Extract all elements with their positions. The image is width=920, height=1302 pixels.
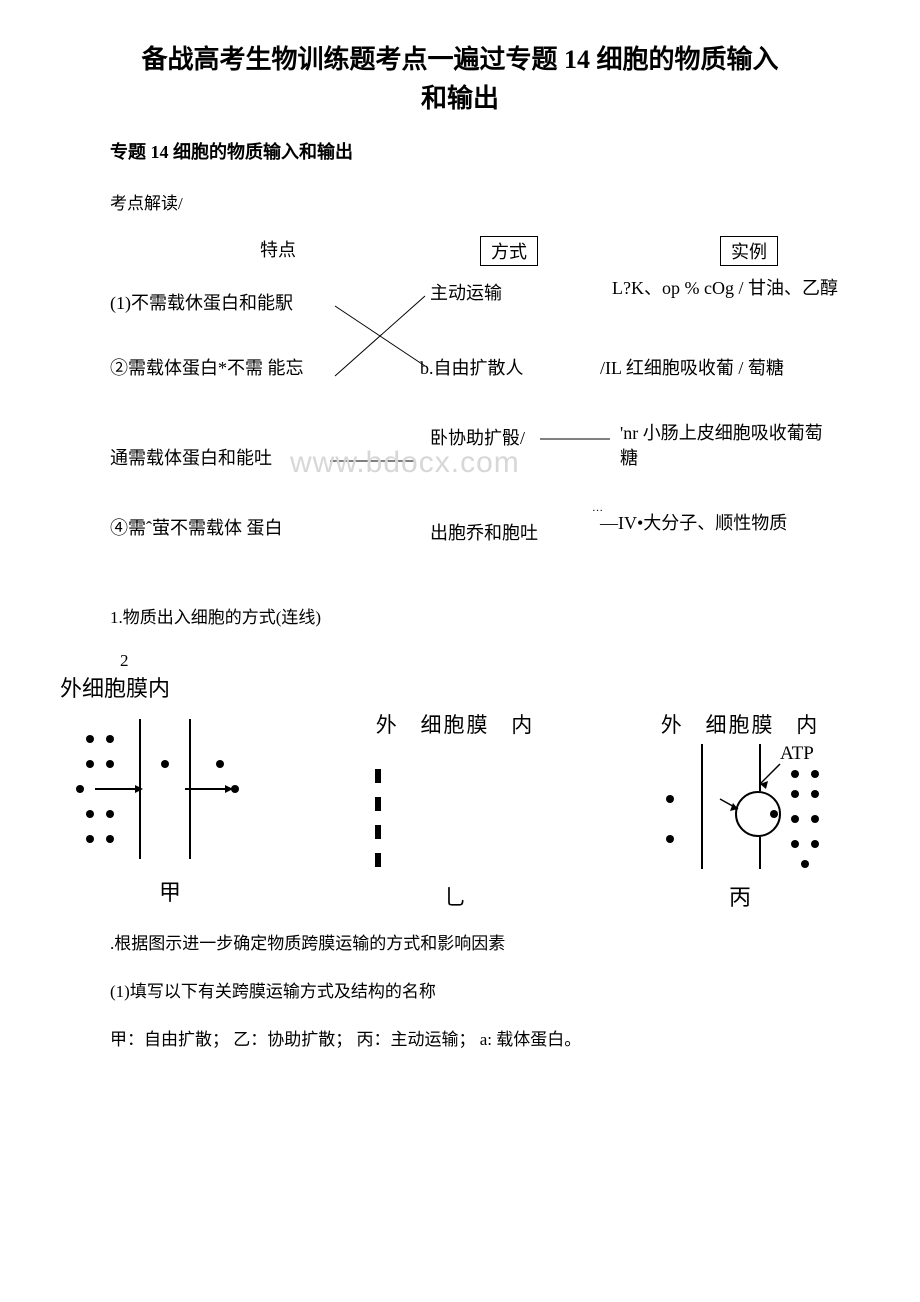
cm-right-3: 'nr 小肠上皮细胞吸收葡萄糖	[620, 421, 830, 471]
cm-left-3: 通需载体蛋白和能吐	[110, 446, 340, 471]
section-2-sub1: (1)填写以下有关跨膜运输方式及结构的名称	[60, 976, 860, 1008]
membrane-b: 外 细胞膜 内 乚	[345, 709, 565, 912]
label-mem-c: 细胞膜	[706, 713, 775, 737]
section-1-heading: 1.物质出入细胞的方式(连线)	[60, 602, 860, 634]
section-2-heading: .根据图示进一步确定物质跨膜运输的方式和影响因素	[60, 928, 860, 960]
cm-header-2: 方式	[480, 236, 538, 266]
cm-right-4: —IV•大分子、顺性物质	[600, 511, 840, 536]
outer-membrane-label: 外细胞膜内	[60, 671, 860, 703]
membrane-diagrams: 甲 外 细胞膜 内 乚 外 细胞膜 内 ATP	[60, 709, 860, 912]
label-inner-c: 内	[796, 713, 819, 737]
labels-b: 外 细胞膜 内	[345, 709, 565, 739]
num-2: 2	[60, 651, 860, 671]
cm-right-1: L?K、op % cOg / 甘油、乙醇	[610, 276, 840, 301]
cm-mid-4: 出胞乔和胞吐	[430, 521, 538, 546]
cm-header-1: 特点	[260, 236, 296, 262]
title-line1: 备战高考生物训练题考点一遍过专题 14 细胞的物质输入	[141, 45, 778, 74]
caption-c: 丙	[630, 880, 850, 912]
label-outer-b: 外	[376, 713, 399, 737]
cm-header-3-box: 实例	[720, 236, 778, 266]
cm-left-4: ④需ˆ萤不需载体 蛋白	[110, 516, 340, 541]
cm-header-3: 实例	[720, 236, 778, 266]
membrane-c-svg: ATP	[630, 739, 850, 874]
page-title: 备战高考生物训练题考点一遍过专题 14 细胞的物质输入 和输出	[60, 40, 860, 118]
cm-left-1: (1)不需载休蛋白和能駅	[110, 291, 340, 316]
labels-c: 外 细胞膜 内	[630, 709, 850, 739]
cm-header-2-box: 方式	[480, 236, 538, 266]
concept-map-diagram: 特点 方式 实例 (1)不需载休蛋白和能駅 ②需载体蛋白*不需 能忘 通需载体蛋…	[60, 236, 860, 586]
title-line2: 和输出	[421, 84, 499, 113]
membrane-b-svg	[345, 739, 565, 874]
cm-mid-3: 卧协助扩骰/	[430, 426, 525, 451]
subtitle: 专题 14 细胞的物质输入和输出	[60, 138, 860, 164]
membrane-c: 外 细胞膜 内 ATP 丙	[630, 709, 850, 912]
caption-a: 甲	[60, 875, 280, 907]
section-2-sub2: 甲：自由扩散； 乙：协助扩散； 丙：主动运输； a: 载体蛋白。	[60, 1024, 860, 1056]
label-outer-c: 外	[661, 713, 684, 737]
label-mem-b: 细胞膜	[421, 713, 490, 737]
cm-mid-2: b.自由扩散人	[420, 356, 524, 381]
membrane-a: 甲	[60, 709, 280, 907]
cm-mid-1: 主动运输	[430, 281, 502, 306]
label-inner-b: 内	[511, 713, 534, 737]
cm-left-2: ②需载体蛋白*不需 能忘	[110, 356, 340, 381]
caption-b: 乚	[345, 880, 565, 912]
membrane-a-svg	[60, 709, 280, 869]
cm-right-2: /IL 红细胞吸收葡 / 萄糖	[600, 356, 830, 381]
atp-label: ATP	[780, 743, 814, 764]
intro-text: 考点解读/	[60, 188, 860, 220]
